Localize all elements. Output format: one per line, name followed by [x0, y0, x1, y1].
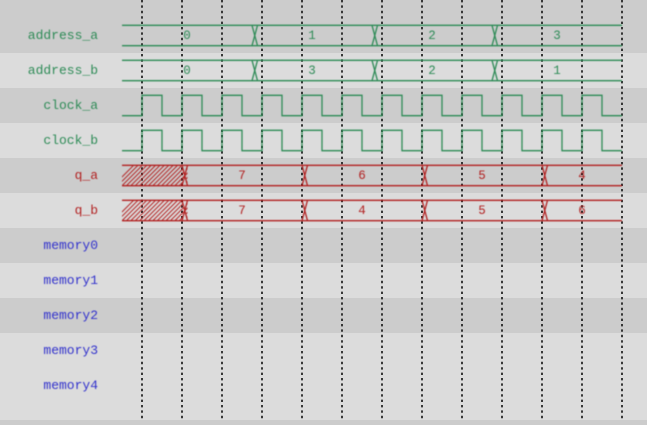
svg-text:0: 0: [183, 29, 191, 43]
svg-text:5: 5: [478, 204, 486, 218]
svg-text:1: 1: [553, 64, 561, 78]
svg-text:3: 3: [553, 29, 561, 43]
svg-text:2: 2: [428, 64, 436, 78]
svg-text:6: 6: [578, 204, 586, 218]
svg-text:address_b: address_b: [28, 63, 98, 78]
svg-text:0: 0: [183, 64, 191, 78]
svg-text:5: 5: [478, 169, 486, 183]
svg-text:clock_b: clock_b: [43, 133, 98, 148]
svg-text:3: 3: [308, 64, 316, 78]
svg-text:clock_a: clock_a: [43, 98, 98, 113]
svg-text:memory1: memory1: [43, 273, 98, 288]
svg-text:4: 4: [578, 169, 586, 183]
svg-text:q_a: q_a: [75, 168, 99, 183]
svg-text:q_b: q_b: [75, 203, 98, 218]
svg-text:memory4: memory4: [43, 378, 98, 393]
svg-text:memory0: memory0: [43, 238, 98, 253]
svg-text:1: 1: [308, 29, 316, 43]
svg-text:memory3: memory3: [43, 343, 98, 358]
svg-text:address_a: address_a: [28, 28, 98, 43]
svg-text:2: 2: [428, 29, 436, 43]
svg-text:7: 7: [238, 169, 246, 183]
svg-text:memory2: memory2: [43, 308, 98, 323]
svg-text:4: 4: [358, 204, 366, 218]
svg-text:7: 7: [238, 204, 246, 218]
svg-text:6: 6: [358, 169, 366, 183]
